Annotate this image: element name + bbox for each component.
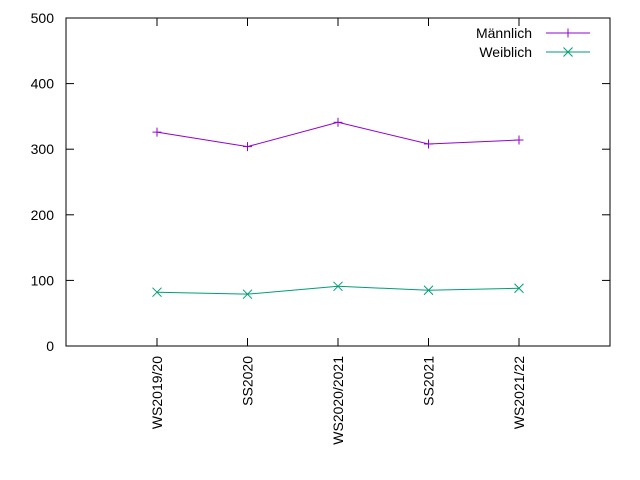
data-point [333,281,343,292]
legend-label: Weiblich [479,44,532,60]
legend-entry: Weiblich [479,44,590,60]
series-line [156,285,520,295]
y-tick-label: 400 [31,76,55,92]
x-tick-label: SS2020 [240,356,256,406]
data-point [242,289,253,300]
data-point [333,117,343,127]
legend: Männlich Weiblich [476,25,590,60]
y-tick-label: 100 [31,272,55,288]
legend-entry: Männlich [476,25,590,41]
x-tick-label: WS2021/22 [511,356,527,429]
legend-marker [563,28,573,38]
y-tick-label: 0 [46,338,54,354]
data-point [514,135,524,145]
marker-stroke-d2 [152,287,162,298]
marker-stroke-d2 [333,281,343,292]
series-weiblich [152,281,524,300]
data-point [424,139,433,149]
plot-frame [65,17,611,347]
marker-stroke-d2 [563,47,573,57]
data-point [152,127,162,137]
series-layer [152,117,524,300]
marker-stroke-d2 [242,289,253,300]
x-tick-label: WS2020/2021 [330,356,346,445]
marker-stroke-d2 [423,285,434,296]
series-maennlich [152,117,524,152]
data-point [243,142,252,152]
x-tick-label: WS2019/20 [149,356,165,429]
y-tick-label: 300 [31,141,55,157]
marker-stroke-d2 [514,283,524,294]
x-tick-label: SS2021 [421,356,437,406]
data-point [514,283,524,294]
axes: 0 100 200 300 400 500 WS2019/20 SS2020 WS2020/20… [31,10,611,445]
legend-marker [563,47,573,57]
data-point [152,287,162,298]
y-tick-label: 200 [31,207,55,223]
legend-label: Männlich [476,25,532,41]
data-point [423,285,434,296]
y-tick-label: 500 [31,10,55,26]
